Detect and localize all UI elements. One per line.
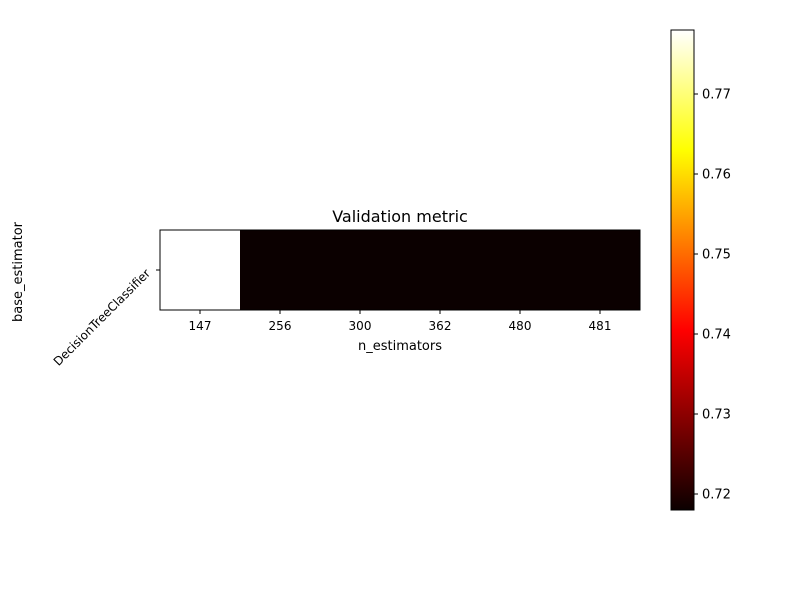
y-axis-label: base_estimator bbox=[11, 221, 26, 322]
y-tick-label: DecisionTreeClassifier bbox=[51, 266, 153, 368]
heatmap-cell bbox=[560, 230, 641, 311]
x-tick-label: 300 bbox=[349, 319, 372, 333]
x-tick-label: 362 bbox=[429, 319, 452, 333]
x-tick-label: 480 bbox=[509, 319, 532, 333]
heatmap-cell bbox=[160, 230, 241, 311]
chart-title: Validation metric bbox=[332, 207, 468, 226]
heatmap-cells bbox=[160, 230, 641, 311]
heatmap-cell bbox=[320, 230, 401, 311]
colorbar-tick-label: 0.74 bbox=[702, 328, 731, 343]
heatmap-cell bbox=[400, 230, 481, 311]
heatmap-cell bbox=[480, 230, 561, 311]
y-axis-ticks: DecisionTreeClassifier bbox=[51, 266, 160, 369]
x-axis-label: n_estimators bbox=[358, 339, 442, 354]
colorbar-tick-label: 0.77 bbox=[702, 88, 731, 103]
x-axis-ticks: 147 256 300 362 480 481 bbox=[189, 310, 612, 333]
x-tick-label: 481 bbox=[589, 319, 612, 333]
colorbar bbox=[670, 29, 695, 511]
colorbar-tick-label: 0.76 bbox=[702, 168, 731, 183]
x-tick-label: 147 bbox=[189, 319, 212, 333]
heatmap-cell bbox=[240, 230, 321, 311]
colorbar-tick-label: 0.75 bbox=[702, 248, 731, 263]
colorbar-ticks: 0.72 0.73 0.74 0.75 0.76 0.77 bbox=[694, 88, 731, 503]
colorbar-tick-label: 0.72 bbox=[702, 488, 731, 503]
x-tick-label: 256 bbox=[269, 319, 292, 333]
colorbar-tick-label: 0.73 bbox=[702, 408, 731, 423]
